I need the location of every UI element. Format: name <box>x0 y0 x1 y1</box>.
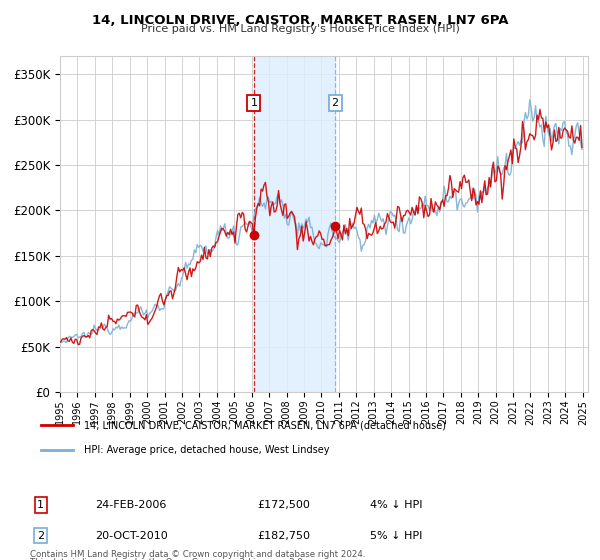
Text: 1: 1 <box>250 98 257 108</box>
Text: 5% ↓ HPI: 5% ↓ HPI <box>370 531 422 541</box>
Text: 24-FEB-2006: 24-FEB-2006 <box>95 500 166 510</box>
Text: 1: 1 <box>37 500 44 510</box>
Text: Contains HM Land Registry data © Crown copyright and database right 2024.: Contains HM Land Registry data © Crown c… <box>30 550 365 559</box>
Text: 20-OCT-2010: 20-OCT-2010 <box>95 531 167 541</box>
Text: HPI: Average price, detached house, West Lindsey: HPI: Average price, detached house, West… <box>84 445 329 455</box>
Bar <box>254 56 335 392</box>
Text: £182,750: £182,750 <box>257 531 310 541</box>
Text: 4% ↓ HPI: 4% ↓ HPI <box>370 500 422 510</box>
Text: Price paid vs. HM Land Registry's House Price Index (HPI): Price paid vs. HM Land Registry's House … <box>140 24 460 34</box>
Text: 14, LINCOLN DRIVE, CAISTOR, MARKET RASEN, LN7 6PA (detached house): 14, LINCOLN DRIVE, CAISTOR, MARKET RASEN… <box>84 421 446 431</box>
Text: 2: 2 <box>332 98 339 108</box>
Text: £172,500: £172,500 <box>257 500 310 510</box>
Text: 14, LINCOLN DRIVE, CAISTOR, MARKET RASEN, LN7 6PA: 14, LINCOLN DRIVE, CAISTOR, MARKET RASEN… <box>92 14 508 27</box>
Text: 2: 2 <box>37 531 44 541</box>
Text: This data is licensed under the Open Government Licence v3.0.: This data is licensed under the Open Gov… <box>30 558 305 560</box>
